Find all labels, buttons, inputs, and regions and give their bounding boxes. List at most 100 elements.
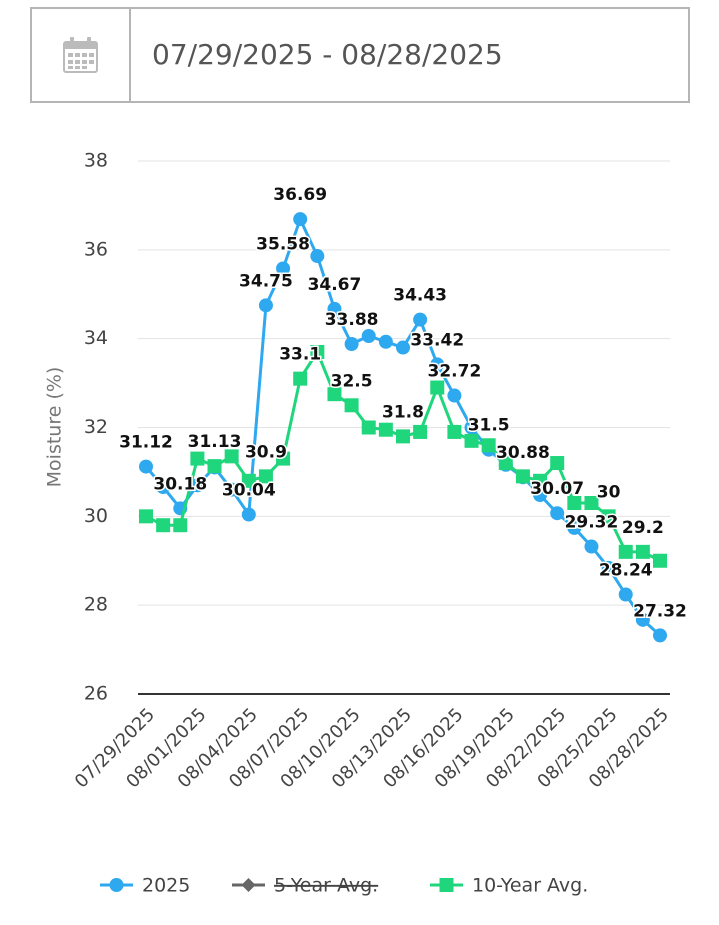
data-label: 34.75 (239, 271, 293, 291)
data-label: 31.5 (468, 416, 510, 436)
data-point (430, 357, 445, 372)
y-tick-label: 26 (84, 683, 108, 705)
legend-marker (109, 878, 124, 892)
data-point (413, 424, 428, 439)
data-label: 32.5 (331, 371, 373, 391)
data-label: 29.2 (622, 518, 664, 538)
data-point (447, 424, 462, 439)
data-label: 31.12 (119, 433, 173, 453)
data-point (344, 336, 359, 351)
data-point (361, 329, 376, 344)
data-point (241, 507, 256, 522)
data-point (344, 398, 359, 413)
data-label: 28.24 (599, 561, 653, 581)
data-label: 30.07 (530, 479, 584, 499)
data-point (464, 433, 479, 448)
data-label: 27.32 (633, 601, 687, 621)
legend-item[interactable]: 10-Year Avg. (430, 875, 588, 897)
date-range: 07/29/2025 - 08/28/2025 (152, 38, 503, 71)
data-point (139, 509, 153, 524)
data-point (567, 520, 582, 535)
data-point (413, 312, 428, 327)
data-point (361, 420, 376, 435)
data-point (618, 587, 633, 602)
data-point (430, 380, 445, 395)
data-point (618, 544, 633, 559)
data-point (224, 482, 239, 497)
data-label: 33.1 (279, 345, 321, 365)
data-point (635, 544, 650, 559)
y-tick-label: 28 (84, 594, 108, 616)
legend-marker (439, 878, 454, 892)
legend-marker (241, 878, 256, 892)
data-point (635, 612, 650, 627)
y-tick-label: 38 (84, 150, 108, 172)
data-point (481, 438, 496, 453)
data-point (190, 451, 205, 466)
data-label: 34.67 (308, 275, 362, 295)
data-point (498, 456, 513, 471)
data-point (550, 456, 565, 471)
data-point (447, 388, 462, 403)
data-point (173, 518, 188, 533)
y-tick-label: 36 (84, 238, 108, 260)
data-point (464, 420, 479, 435)
data-label: 31.13 (188, 432, 242, 452)
y-axis-label: Moisture (%) (44, 367, 66, 488)
data-point (207, 459, 222, 474)
data-point (515, 469, 530, 484)
data-point (293, 212, 308, 227)
data-label: 30.9 (245, 442, 287, 462)
data-point (241, 473, 256, 488)
data-label: 34.43 (393, 286, 447, 306)
data-point (310, 249, 325, 264)
calendar-icon[interactable] (63, 37, 98, 73)
data-label: 31.8 (382, 402, 424, 422)
data-point (327, 301, 342, 316)
data-label: 33.42 (410, 330, 464, 350)
data-point (293, 371, 308, 386)
data-label: 30.88 (496, 443, 550, 463)
data-point (310, 344, 325, 359)
data-point (567, 496, 582, 511)
data-point (396, 340, 410, 355)
data-point (224, 449, 239, 464)
data-point (601, 509, 616, 524)
data-point (276, 451, 291, 466)
data-point (533, 488, 548, 503)
data-point (156, 480, 171, 495)
y-tick-label: 30 (84, 505, 108, 527)
data-point (584, 539, 599, 554)
data-point (258, 469, 273, 484)
data-point (276, 261, 291, 276)
legend-item[interactable]: 2025 (100, 875, 190, 897)
data-point (601, 560, 616, 575)
data-point (550, 506, 565, 521)
data-point (653, 628, 667, 643)
data-label: 33.88 (325, 310, 379, 330)
data-point (378, 422, 393, 437)
data-label: 30.18 (153, 474, 207, 494)
data-label: 30.04 (222, 481, 276, 501)
data-point (533, 473, 548, 488)
data-point (139, 459, 153, 474)
data-label: 35.58 (256, 234, 310, 254)
legend-label: 5-Year Avg. (274, 875, 378, 897)
date-picker[interactable] (30, 7, 690, 103)
data-label: 32.72 (428, 362, 482, 382)
data-point (327, 387, 342, 402)
data-point (378, 334, 393, 349)
data-point (396, 429, 410, 444)
data-point (653, 553, 667, 568)
legend-label: 2025 (142, 875, 190, 897)
data-point (258, 298, 273, 313)
y-tick-label: 32 (84, 416, 108, 438)
data-point (156, 518, 171, 533)
data-point (190, 478, 205, 493)
data-point (584, 496, 599, 511)
y-tick-label: 34 (84, 327, 108, 349)
data-label: 30 (597, 482, 621, 502)
legend-item[interactable]: 5-Year Avg. (232, 875, 378, 897)
